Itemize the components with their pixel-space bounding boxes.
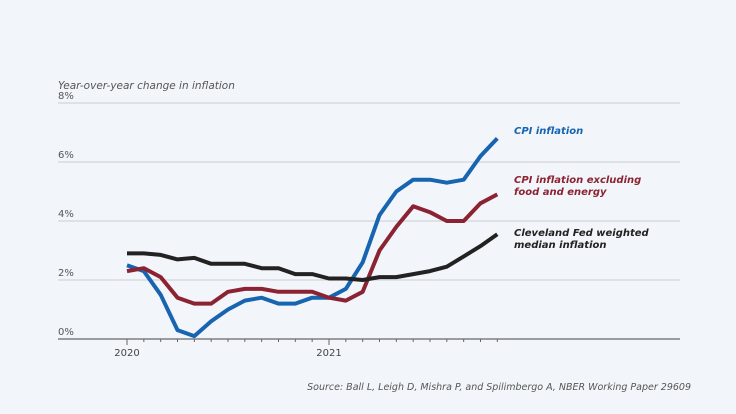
y-tick-label: 4% [58, 209, 74, 220]
series-line-2 [127, 232, 499, 282]
y-tick-label: 8% [58, 91, 74, 102]
series-label-2: median inflation [514, 240, 607, 251]
series-line-0 [126, 137, 499, 339]
series-label-2: Cleveland Fed weighted [514, 228, 650, 239]
y-tick-label: 6% [58, 150, 74, 161]
x-tick-label: 2020 [114, 348, 139, 359]
series-label-0: CPI inflation [514, 126, 583, 137]
x-tick-label: 2021 [316, 348, 341, 359]
y-tick-label: 2% [58, 268, 74, 279]
series-label-1: CPI inflation excluding [514, 175, 641, 186]
source-note: Source: Ball L, Leigh D, Mishra P, and S… [307, 382, 691, 393]
y-axis-label: Year-over-year change in inflation [58, 80, 235, 92]
series-line-1 [126, 192, 499, 306]
y-tick-label: 0% [58, 327, 74, 338]
series-label-1: food and energy [514, 187, 607, 198]
